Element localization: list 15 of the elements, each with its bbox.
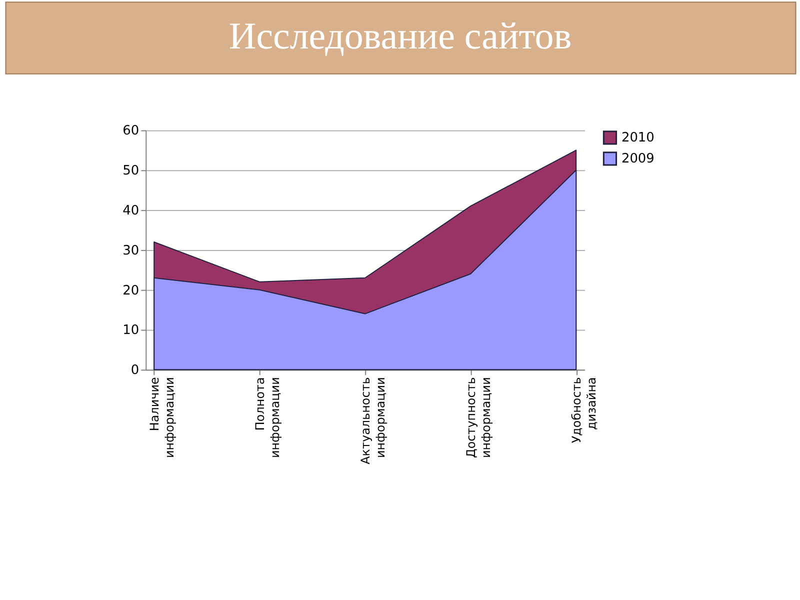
x-tick-label: Полнота информации [253, 377, 282, 458]
x-tick-label: Наличие информации [148, 377, 177, 458]
x-tick-label: Удобность дизайна [570, 377, 599, 444]
legend-label: 2010 [621, 130, 654, 146]
y-tick-label: 60 [122, 124, 140, 139]
x-tick-label: Доступность информации [464, 377, 494, 458]
y-tick-label: 50 [122, 164, 140, 179]
y-tick-label: 10 [122, 323, 140, 338]
x-tick-label: Актуальность информации [358, 377, 388, 464]
chart-title: Исследование сайтов [228, 15, 572, 58]
y-tick-label: 30 [122, 243, 140, 258]
y-tick-label: 20 [122, 283, 140, 298]
y-tick-label: 40 [122, 204, 140, 219]
y-tick-label: 0 [130, 363, 140, 378]
legend-label: 2009 [621, 152, 654, 167]
